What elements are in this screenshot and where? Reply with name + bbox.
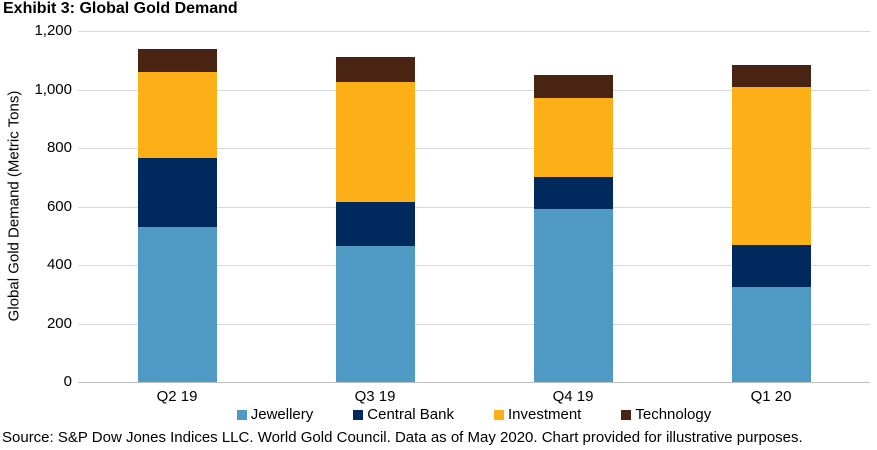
bar-q4-19 [533,74,613,382]
legend-item-jewellery: Jewellery [236,406,314,423]
bar-segment-q4-19-technology [533,74,613,99]
legend-label-technology: Technology [635,406,712,423]
bar-segment-q4-19-central-bank [533,177,613,210]
bar-segment-q2-19-investment [137,71,217,159]
plot-area [78,31,870,383]
bar-q1-20 [731,64,811,382]
x-tick-label-q3-19: Q3 19 [354,388,396,405]
x-tick-label-q2-19: Q2 19 [156,388,198,405]
x-tick-label-q4-19: Q4 19 [552,388,594,405]
gridline-400 [78,265,870,266]
legend-swatch-central-bank [353,409,364,420]
bar-segment-q3-19-central-bank [335,202,415,246]
bar-segment-q2-19-central-bank [137,158,217,227]
gridline-600 [78,206,870,208]
gridline-0 [78,382,870,383]
gridline-200 [78,323,870,325]
legend-label-central-bank: Central Bank [367,406,454,423]
legend: Jewellery Central Bank Investment Technolog… [78,406,870,423]
y-tick-label-800: 800 [46,139,72,156]
gridline-800 [78,148,870,149]
gridline-1000 [78,89,870,91]
y-tick-label-200: 200 [46,314,72,332]
legend-swatch-investment [493,409,504,420]
legend-label-investment: Investment [507,406,582,423]
y-tick-label-0: 0 [63,373,72,390]
bar-segment-q3-19-technology [335,57,415,83]
bar-q2-19 [137,48,217,382]
legend-label-jewellery: Jewellery [250,406,314,423]
bar-segment-q1-20-jewellery [731,286,811,382]
bar-segment-q4-19-investment [533,98,613,178]
y-tick-label-1000: 1,000 [34,80,72,98]
chart-title: Exhibit 3: Global Gold Demand [3,0,238,17]
bar-segment-q3-19-jewellery [335,246,415,382]
bar-segment-q1-20-investment [731,86,811,245]
bar-segment-q1-20-technology [731,64,811,87]
bar-segment-q4-19-jewellery [533,209,613,382]
y-tick-label-400: 400 [46,256,72,273]
legend-swatch-technology [621,409,632,420]
gridline-1200 [78,31,870,32]
x-tick-label-q1-20: Q1 20 [750,388,792,405]
bar-segment-q3-19-investment [335,82,415,203]
bar-segment-q2-19-jewellery [137,226,217,382]
y-tick-label-600: 600 [46,197,72,215]
legend-item-technology: Technology [621,406,711,423]
legend-item-central-bank: Central Bank [353,406,454,423]
bar-segment-q1-20-central-bank [731,244,811,287]
source-note: Source: S&P Dow Jones Indices LLC. World… [2,429,803,446]
y-tick-label-1200: 1,200 [34,22,72,39]
legend-item-investment: Investment [493,406,582,423]
bar-q3-19 [335,57,415,382]
legend-swatch-jewellery [236,409,247,420]
bar-segment-q2-19-technology [137,48,217,72]
